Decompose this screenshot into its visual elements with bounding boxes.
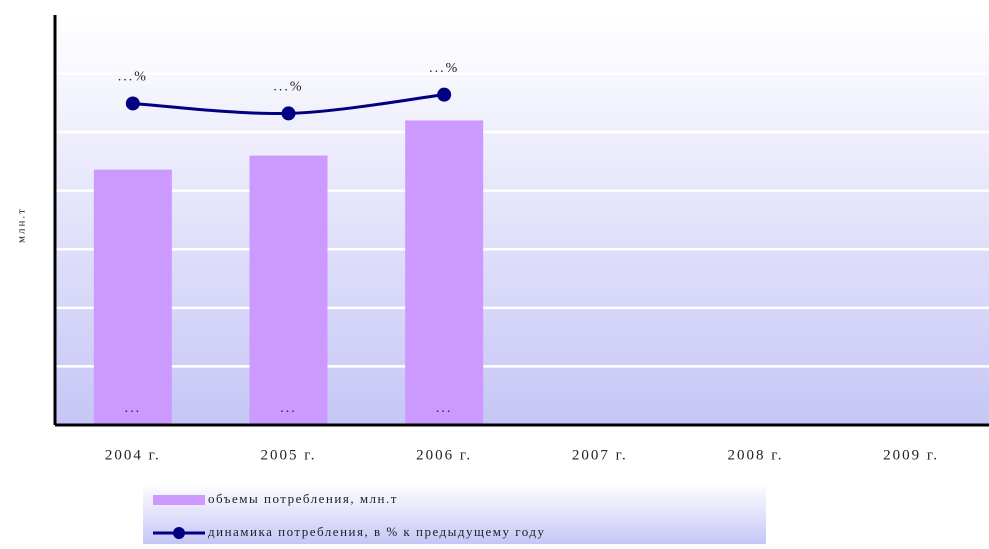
legend-label: объемы потребления, млн.т (208, 491, 398, 506)
x-tick-label: 2008 г. (728, 447, 784, 463)
legend-swatch (153, 495, 205, 505)
x-tick-label: 2006 г. (416, 447, 472, 463)
plot-area (55, 15, 989, 425)
bar (93, 169, 172, 425)
x-tick-label: 2007 г. (572, 447, 628, 463)
marker (125, 96, 140, 111)
data-label: ... (436, 401, 453, 416)
data-label: ...% (429, 61, 459, 76)
x-tick-label: 2004 г. (105, 447, 161, 463)
bar (249, 155, 328, 426)
bar (405, 120, 484, 425)
x-tick-label: 2009 г. (883, 447, 939, 463)
legend-label: динамика потребления, в % к предыдущему … (208, 524, 546, 539)
legend-box (143, 483, 766, 544)
marker (281, 106, 296, 121)
data-label: ... (280, 401, 297, 416)
legend-marker (173, 527, 185, 539)
data-label: ...% (118, 70, 148, 85)
data-label: ... (125, 401, 142, 416)
x-tick-label: 2005 г. (261, 447, 317, 463)
y-axis-label: млн.т (16, 207, 28, 243)
marker (437, 87, 452, 102)
data-label: ...% (273, 80, 303, 95)
